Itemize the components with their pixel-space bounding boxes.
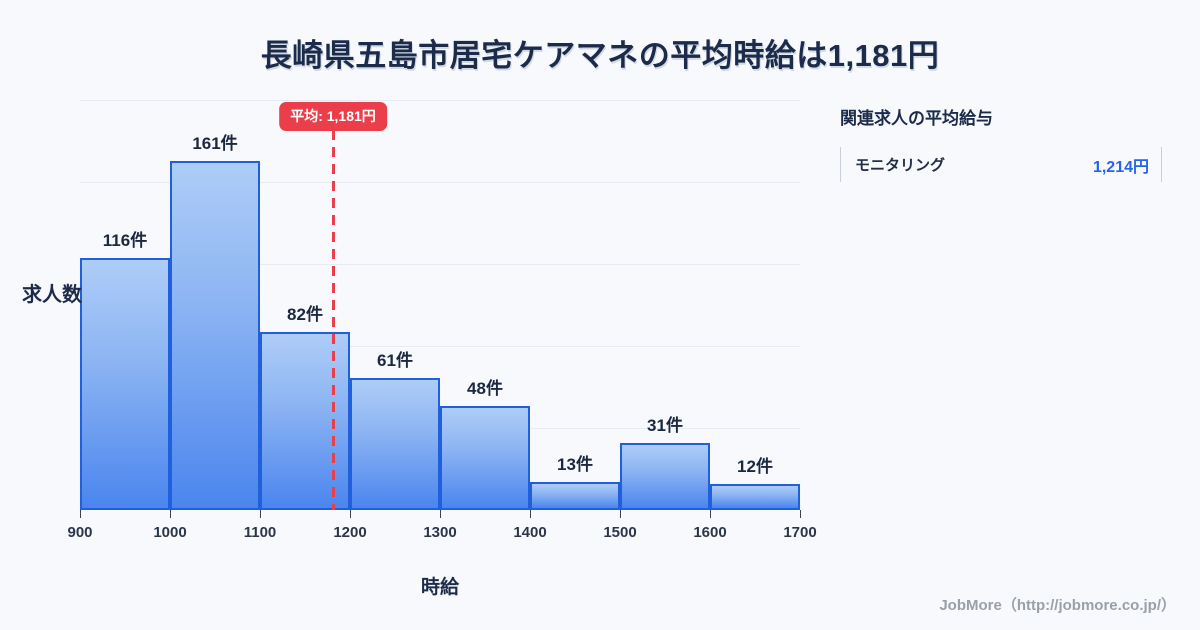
x-tick-label: 1000: [153, 524, 187, 541]
x-tick-mark: [350, 510, 351, 518]
bar-count-label: 48件: [467, 379, 503, 398]
x-tick-label: 1600: [693, 524, 727, 541]
histogram-bar: [620, 443, 710, 510]
x-tick-label: 1200: [333, 524, 367, 541]
histogram-bar: [440, 406, 530, 510]
y-axis-label: 求人数: [22, 284, 82, 306]
related-job-value: 1,214円: [1092, 158, 1149, 176]
x-tick-mark: [260, 510, 261, 518]
average-line: [332, 130, 335, 510]
x-tick-label: 900: [67, 524, 93, 541]
bar-count-label: 12件: [737, 457, 773, 476]
bar-count-label: 13件: [557, 455, 593, 474]
x-tick-mark: [80, 510, 81, 518]
related-job-label: モニタリング: [855, 157, 946, 174]
gridline: [80, 182, 800, 183]
credit-text: JobMore（http://jobmore.co.jp/）: [939, 597, 1176, 614]
histogram-bar: [170, 161, 260, 510]
x-tick-label: 1400: [513, 524, 547, 541]
histogram-bar: [710, 484, 800, 510]
bar-count-label: 116件: [102, 231, 148, 250]
x-tick-mark: [440, 510, 441, 518]
average-badge: 平均: 1,181円: [279, 102, 387, 131]
page-title: 長崎県五島市居宅ケアマネの平均時給は1,181円: [260, 38, 940, 73]
related-jobs-panel: 関連求人の平均給与 モニタリング 1,214円: [840, 104, 1162, 182]
x-tick-mark: [620, 510, 621, 518]
x-tick-label: 1300: [423, 524, 457, 541]
histogram-bar: [260, 332, 350, 510]
bar-count-label: 161件: [192, 134, 238, 153]
bar-count-label: 31件: [647, 416, 683, 435]
bar-count-label: 61件: [377, 351, 413, 370]
related-job-row: モニタリング 1,214円: [840, 147, 1162, 182]
histogram-bar: [80, 258, 170, 510]
x-tick-label: 1100: [243, 524, 277, 541]
x-tick-mark: [800, 510, 801, 518]
gridline: [80, 346, 800, 347]
histogram-bar: [350, 378, 440, 510]
histogram-bar: [530, 482, 620, 510]
gridline: [80, 100, 800, 101]
panel-title: 関連求人の平均給与: [840, 109, 993, 128]
bar-count-label: 82件: [287, 305, 323, 324]
x-axis-label: 時給: [420, 577, 459, 598]
x-tick-mark: [170, 510, 171, 518]
x-tick-mark: [710, 510, 711, 518]
x-tick-label: 1700: [783, 524, 817, 541]
histogram-chart: 116件 161件 82件 61件 48件 13件 31件 12件 900 1000 1100 120…: [67, 100, 817, 541]
gridline: [80, 264, 800, 265]
x-tick-mark: [530, 510, 531, 518]
x-tick-label: 1500: [603, 524, 637, 541]
